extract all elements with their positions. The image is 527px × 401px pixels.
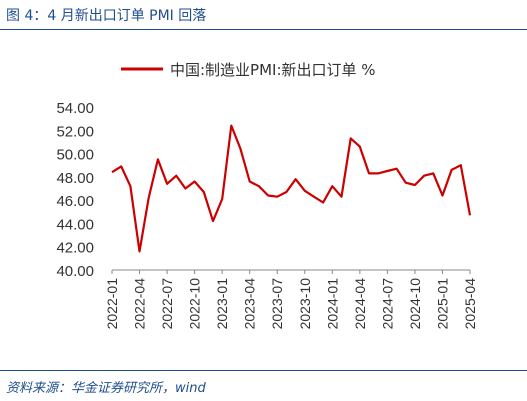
data-point xyxy=(340,196,342,198)
data-point xyxy=(184,187,186,189)
title-divider xyxy=(0,29,527,30)
data-point xyxy=(313,196,315,198)
line-chart: 中国:制造业PMI:新出口订单 % 54.00 52.00 50.00 48.00 46.… xyxy=(56,61,478,330)
data-point xyxy=(111,171,113,173)
x-tick-label: 2022-01 xyxy=(104,278,120,330)
x-tick-label: 2022-10 xyxy=(187,278,203,330)
data-point xyxy=(414,184,416,186)
data-point xyxy=(138,250,140,252)
data-point xyxy=(175,175,177,177)
data-point xyxy=(368,172,370,174)
data-point xyxy=(120,165,122,167)
source-note: 资料来源：华金证券研究所，wind xyxy=(6,381,206,396)
x-tick-label: 2023-01 xyxy=(214,278,230,330)
x-tick-label: 2022-07 xyxy=(159,278,175,330)
y-tick-label: 54.00 xyxy=(56,100,94,117)
data-point xyxy=(276,196,278,198)
data-point xyxy=(294,178,296,180)
data-point xyxy=(148,197,150,199)
data-point xyxy=(460,164,462,166)
series-line xyxy=(111,124,472,253)
x-tick-label: 2024-07 xyxy=(379,278,395,330)
x-tick-label: 2024-10 xyxy=(407,278,423,330)
data-point xyxy=(193,180,195,182)
x-tick-label: 2024-01 xyxy=(324,278,340,330)
data-point xyxy=(450,169,452,171)
data-point xyxy=(359,145,361,147)
data-point xyxy=(469,214,471,216)
x-tick-label: 2023-04 xyxy=(242,278,258,330)
y-tick-label: 52.00 xyxy=(56,123,94,140)
data-point xyxy=(441,194,443,196)
data-point xyxy=(395,168,397,170)
data-point xyxy=(230,124,232,126)
x-tick-label: 2025-01 xyxy=(434,278,450,330)
x-tick-label: 2025-04 xyxy=(462,278,478,330)
data-point xyxy=(166,183,168,185)
legend-label: 中国:制造业PMI:新出口订单 % xyxy=(170,61,376,79)
data-point xyxy=(331,185,333,187)
x-tick-label: 2023-07 xyxy=(269,278,285,330)
y-tick-label: 48.00 xyxy=(56,170,94,187)
data-point xyxy=(386,170,388,172)
data-point xyxy=(129,185,131,187)
data-point xyxy=(405,182,407,184)
y-tick-label: 50.00 xyxy=(56,147,94,164)
data-point xyxy=(322,201,324,203)
data-point xyxy=(203,191,205,193)
data-point xyxy=(239,148,241,150)
data-point xyxy=(157,158,159,160)
y-tick-label: 40.00 xyxy=(56,263,94,280)
data-point xyxy=(267,194,269,196)
data-point xyxy=(221,198,223,200)
data-point xyxy=(258,185,260,187)
x-tick-label: 2024-04 xyxy=(352,278,368,330)
data-point xyxy=(249,180,251,182)
source-divider xyxy=(0,370,527,371)
y-tick-label: 46.00 xyxy=(56,193,94,210)
data-point xyxy=(423,175,425,177)
data-point xyxy=(304,190,306,192)
data-point xyxy=(432,172,434,174)
data-point xyxy=(377,172,379,174)
data-point xyxy=(285,191,287,193)
data-point xyxy=(350,137,352,139)
y-tick-label: 42.00 xyxy=(56,240,94,257)
x-tick-label: 2022-04 xyxy=(132,278,148,330)
x-tick-label: 2023-10 xyxy=(297,278,313,330)
y-tick-label: 44.00 xyxy=(56,216,94,233)
figure-title: 图 4：4 月新出口订单 PMI 回落 xyxy=(6,8,207,24)
data-point xyxy=(212,220,214,222)
